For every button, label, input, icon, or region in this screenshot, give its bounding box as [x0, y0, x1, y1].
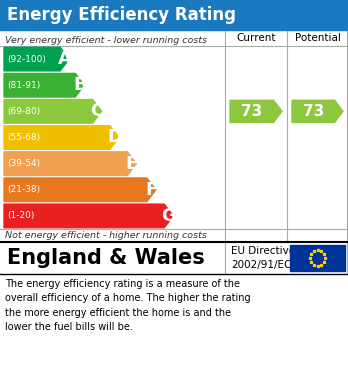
Text: E: E [126, 155, 138, 173]
Polygon shape [4, 178, 156, 202]
Text: A: A [58, 50, 72, 68]
Polygon shape [4, 74, 84, 97]
Text: (55-68): (55-68) [7, 133, 40, 142]
Polygon shape [230, 100, 282, 122]
Text: (81-91): (81-91) [7, 81, 40, 90]
Text: (39-54): (39-54) [7, 159, 40, 168]
Text: B: B [73, 76, 87, 94]
Polygon shape [4, 152, 136, 176]
Text: EU Directive
2002/91/EC: EU Directive 2002/91/EC [231, 246, 295, 270]
Polygon shape [4, 47, 69, 71]
Bar [0, 0, 348, 30]
Text: D: D [107, 129, 122, 147]
Text: (1-20): (1-20) [7, 212, 34, 221]
Polygon shape [292, 100, 343, 122]
Text: Current: Current [236, 33, 276, 43]
Text: Energy Efficiency Rating: Energy Efficiency Rating [7, 6, 236, 24]
Text: Very energy efficient - lower running costs: Very energy efficient - lower running co… [5, 36, 207, 45]
Text: The energy efficiency rating is a measure of the
overall efficiency of a home. T: The energy efficiency rating is a measur… [5, 279, 251, 332]
Text: F: F [145, 181, 158, 199]
Text: Potential: Potential [294, 33, 340, 43]
Text: G: G [161, 207, 176, 225]
Text: (21-38): (21-38) [7, 185, 40, 194]
Text: 73: 73 [303, 104, 324, 119]
Bar [290, 245, 345, 271]
Text: (69-80): (69-80) [7, 107, 40, 116]
Text: (92-100): (92-100) [7, 55, 46, 64]
Text: Not energy efficient - higher running costs: Not energy efficient - higher running co… [5, 231, 207, 240]
Polygon shape [4, 204, 173, 228]
Text: C: C [90, 102, 104, 120]
Polygon shape [4, 126, 119, 149]
Polygon shape [4, 100, 102, 123]
Text: England & Wales: England & Wales [7, 248, 205, 268]
Text: 73: 73 [241, 104, 262, 119]
